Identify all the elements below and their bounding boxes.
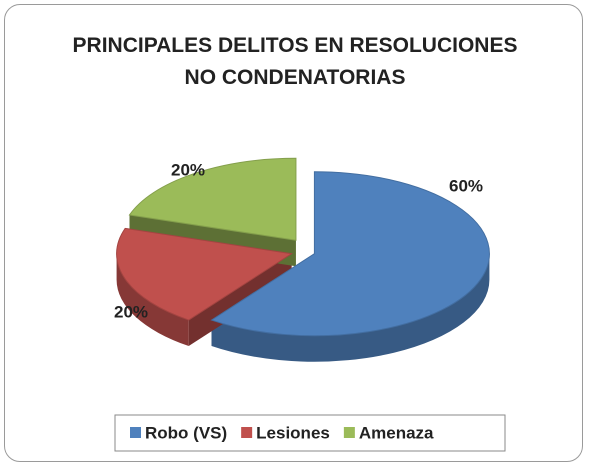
legend-label: Lesiones	[256, 423, 330, 442]
slice	[210, 171, 490, 337]
legend-label: Amenaza	[359, 423, 434, 442]
data-label: 60%	[449, 176, 483, 195]
legend-label: Robo (VS)	[145, 423, 227, 442]
legend-swatch	[241, 427, 253, 438]
slice	[128, 157, 297, 241]
slice-side	[211, 253, 490, 362]
legend-swatch	[130, 427, 141, 438]
legend-box	[114, 414, 506, 452]
legend-swatch	[343, 427, 355, 438]
slice-side	[116, 253, 189, 347]
slice-cut	[188, 253, 292, 347]
chart-title: PRINCIPALES DELITOS EN RESOLUCIONES NO C…	[72, 34, 518, 89]
data-label: 20%	[171, 160, 205, 179]
data-label: 20%	[114, 302, 148, 321]
slice	[116, 227, 293, 321]
